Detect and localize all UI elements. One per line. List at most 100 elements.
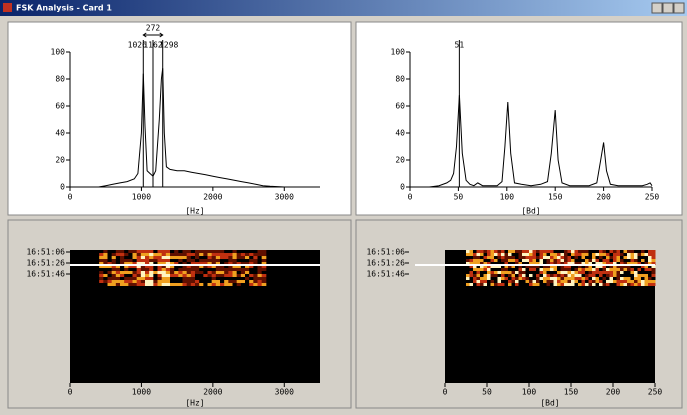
waterfall-cell [466, 277, 470, 280]
waterfall-cell [589, 256, 593, 259]
waterfall-cell [638, 256, 642, 259]
waterfall-cell [249, 283, 254, 286]
waterfall-cell [578, 271, 582, 274]
waterfall-cell [561, 277, 565, 280]
waterfall-cell [133, 280, 138, 283]
waterfall-cell [241, 253, 246, 256]
waterfall-cell [592, 253, 596, 256]
waterfall-cell [638, 268, 642, 271]
waterfall-cell [557, 274, 561, 277]
waterfall-cell [470, 259, 474, 262]
waterfall-cell [603, 256, 607, 259]
waterfall-cell [170, 268, 175, 271]
waterfall-cell [473, 271, 477, 274]
waterfall-cell [557, 259, 561, 262]
waterfall-cell [491, 250, 495, 253]
waterfall-cell [585, 280, 589, 283]
waterfall-cell [610, 271, 614, 274]
waterfall-cell [610, 274, 614, 277]
close-button[interactable] [674, 3, 684, 13]
waterfall-cell [253, 280, 258, 283]
waterfall-cell [99, 277, 104, 280]
waterfall-cell [491, 256, 495, 259]
waterfall-cell [170, 283, 175, 286]
waterfall-cell [505, 268, 509, 271]
waterfall-cell [512, 274, 516, 277]
waterfall-cell [141, 283, 146, 286]
waterfall-cell [249, 277, 254, 280]
waterfall-cell [568, 274, 572, 277]
waterfall-cell [540, 271, 544, 274]
y-tick-label: 40 [55, 129, 65, 138]
waterfall-cell [237, 250, 242, 253]
waterfall-cell [112, 253, 117, 256]
waterfall-cell [533, 250, 537, 253]
waterfall-cell [112, 256, 117, 259]
waterfall-cell [166, 253, 171, 256]
waterfall-cell [627, 250, 631, 253]
waterfall-cell [617, 250, 621, 253]
waterfall-cell [540, 277, 544, 280]
waterfall-cell [599, 256, 603, 259]
waterfall-cell [241, 274, 246, 277]
x-tick-label: 1000 [132, 193, 151, 202]
waterfall-cell [187, 277, 192, 280]
waterfall-cell [540, 253, 544, 256]
waterfall-cell [477, 253, 481, 256]
page: FSK Analysis - Card 1 020406080100010002… [0, 0, 687, 411]
waterfall-cell [241, 250, 246, 253]
waterfall-cell [191, 259, 196, 262]
waterfall-cell [187, 280, 192, 283]
waterfall-cell [613, 283, 617, 286]
waterfall-cell [245, 280, 250, 283]
time-label: 16:51:06 [26, 248, 65, 257]
waterfall-cell [212, 250, 217, 253]
waterfall-cell [224, 259, 229, 262]
waterfall-cell [529, 253, 533, 256]
waterfall-cell [466, 283, 470, 286]
waterfall-cell [108, 256, 113, 259]
waterfall-cell [241, 280, 246, 283]
waterfall-cell [498, 271, 502, 274]
waterfall-cell [494, 250, 498, 253]
waterfall-cell [512, 277, 516, 280]
waterfall-cell [592, 274, 596, 277]
waterfall-cell [582, 280, 586, 283]
waterfall-cell [108, 274, 113, 277]
window-controls[interactable] [652, 3, 684, 13]
waterfall-cell [522, 256, 526, 259]
waterfall-cell [191, 283, 196, 286]
minimize-button[interactable] [652, 3, 662, 13]
waterfall-cell [174, 250, 179, 253]
waterfall-cell [564, 271, 568, 274]
waterfall-cell [519, 256, 523, 259]
waterfall-cell [216, 268, 221, 271]
waterfall-cell [477, 250, 481, 253]
waterfall-cell [187, 274, 192, 277]
waterfall-cell [543, 259, 547, 262]
waterfall-cell [550, 274, 554, 277]
waterfall-cell [124, 274, 129, 277]
waterfall-cell [262, 277, 267, 280]
waterfall-cell [480, 271, 484, 274]
waterfall-cell [473, 274, 477, 277]
waterfall-cell [128, 280, 133, 283]
waterfall-cell [526, 283, 530, 286]
maximize-button[interactable] [663, 3, 673, 13]
waterfall-cell [564, 256, 568, 259]
waterfall-cell [153, 283, 158, 286]
waterfall-cell [145, 259, 150, 262]
waterfall-cell [508, 274, 512, 277]
waterfall-cell [128, 283, 133, 286]
waterfall-cell [638, 250, 642, 253]
waterfall-cell [245, 274, 250, 277]
waterfall-cell [199, 271, 204, 274]
waterfall-cell [108, 253, 113, 256]
waterfall-cell [505, 259, 509, 262]
waterfall-cell [617, 271, 621, 274]
waterfall-cell [477, 268, 481, 271]
waterfall-cell [596, 259, 600, 262]
waterfall-cell [578, 277, 582, 280]
waterfall-cell [195, 268, 200, 271]
waterfall-cell [571, 268, 575, 271]
